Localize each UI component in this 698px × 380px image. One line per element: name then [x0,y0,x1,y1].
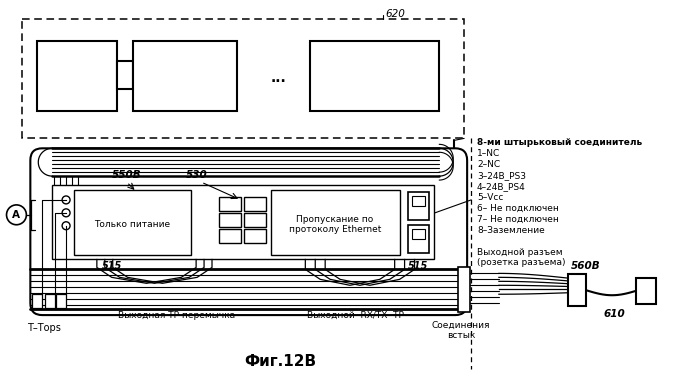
Text: Выходной разъем
(розетка разъема): Выходной разъем (розетка разъема) [477,248,565,267]
Text: 7– Не подключен: 7– Не подключен [477,215,559,224]
Bar [568,274,586,306]
Text: 4–24В_PS4: 4–24В_PS4 [477,182,526,191]
Bar [311,41,439,111]
Bar [32,294,43,308]
Bar [37,41,117,111]
Bar [244,197,266,211]
Text: 8-ми штырьковый соединитель: 8-ми штырьковый соединитель [477,138,642,147]
Bar [636,278,655,304]
Bar [219,197,241,211]
Bar [74,190,191,255]
FancyBboxPatch shape [30,148,467,315]
Bar [117,61,133,89]
Text: 6– Не подключен: 6– Не подключен [477,204,559,213]
Text: Выходной  RX/TX  ТР: Выходной RX/TX ТР [306,311,403,320]
Text: Пропускание по
протоколу Ethernet: Пропускание по протоколу Ethernet [289,215,381,234]
Bar [244,229,266,242]
Text: 515: 515 [102,261,122,271]
Bar [52,185,434,260]
Bar [219,213,241,227]
Bar [412,196,426,206]
Bar [271,190,400,255]
Text: 515: 515 [408,261,428,271]
Text: 1–NC: 1–NC [477,149,500,158]
Bar [219,229,241,242]
Text: 3–24В_PS3: 3–24В_PS3 [477,171,526,180]
Bar [22,19,464,138]
Bar [133,41,237,111]
Text: 620: 620 [386,10,406,19]
Bar [56,294,66,308]
Text: 610: 610 [603,309,625,319]
Bar [408,192,429,220]
Text: 8–Заземление: 8–Заземление [477,226,545,235]
Text: ...: ... [271,71,286,85]
Text: 2–NC: 2–NC [477,160,500,169]
Text: 560В: 560В [570,261,600,271]
Text: A: A [13,210,20,220]
Bar [412,229,426,239]
Text: 530: 530 [186,170,208,180]
Bar [45,294,55,308]
Text: 550В: 550В [112,170,142,180]
Text: Только питание: Только питание [94,220,170,229]
Bar [408,225,429,253]
Text: T–Тops: T–Тops [27,323,61,333]
Text: Фиг.12В: Фиг.12В [244,354,317,369]
Text: Выходная ТР перемычка: Выходная ТР перемычка [118,311,235,320]
Bar [458,268,470,312]
Bar [244,213,266,227]
Text: Соединения
встык: Соединения встык [432,321,491,340]
Text: 5–Vcc: 5–Vcc [477,193,503,202]
